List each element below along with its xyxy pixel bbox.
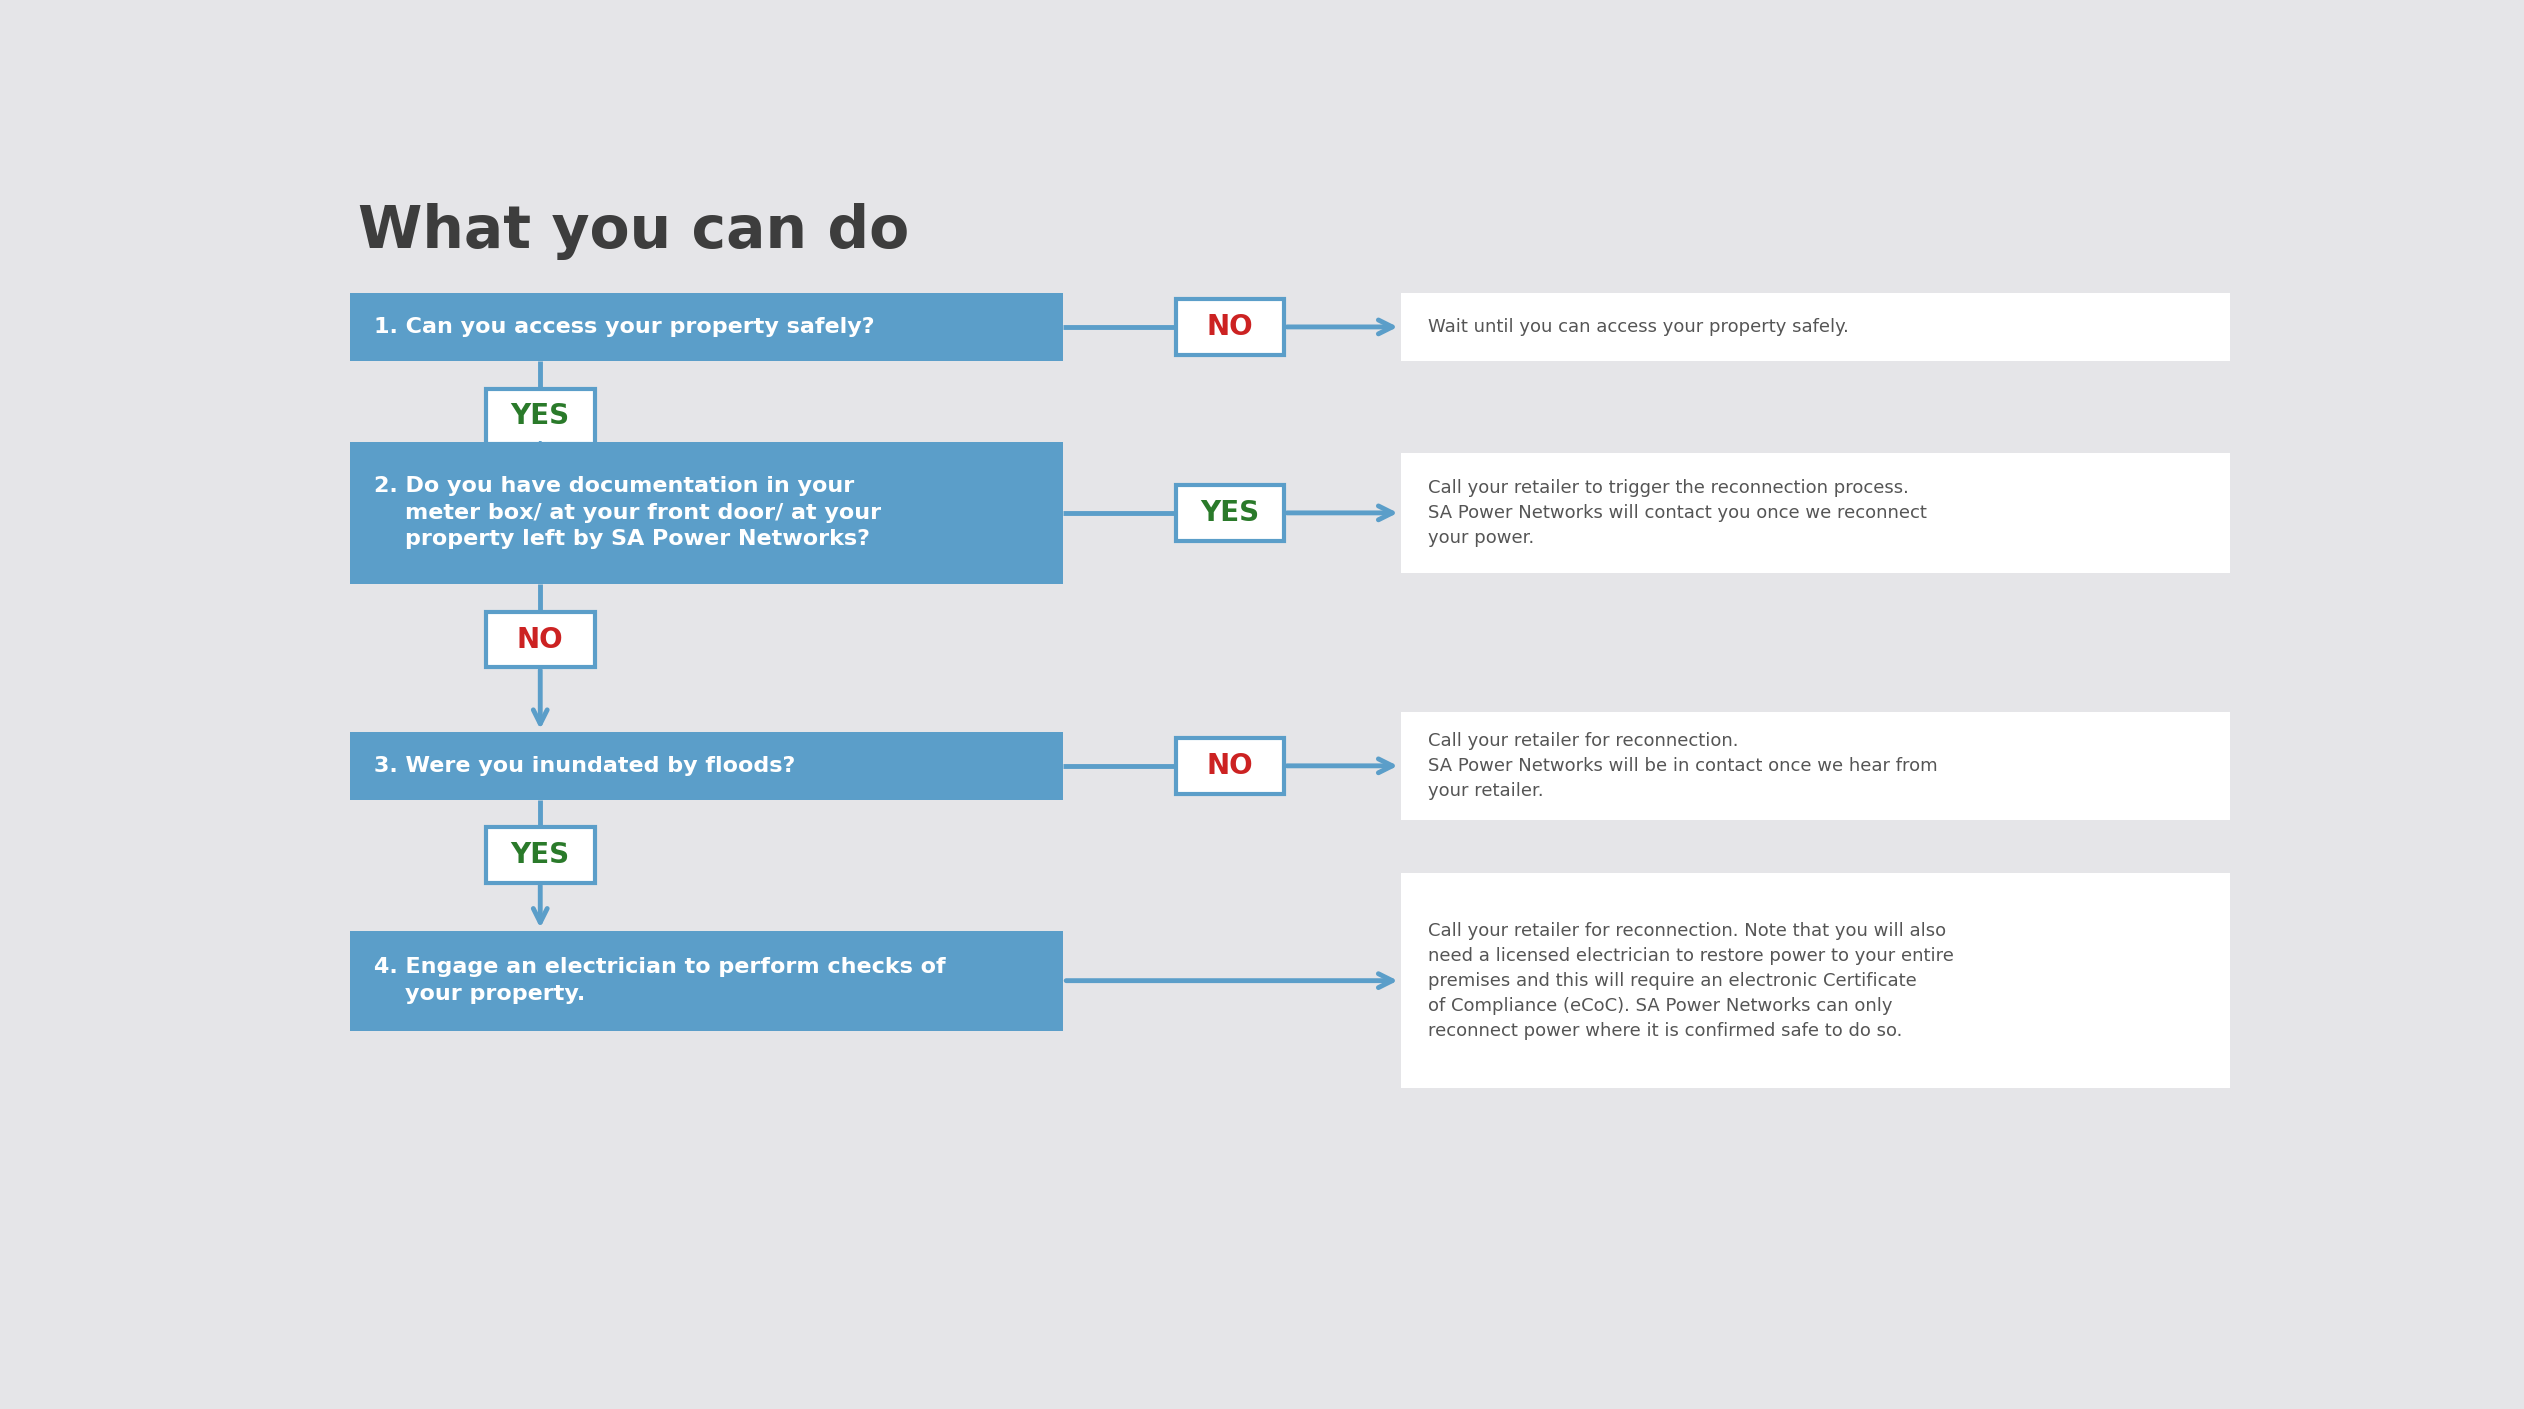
Text: NO: NO — [1206, 752, 1254, 779]
FancyBboxPatch shape — [351, 930, 1063, 1031]
Text: 3. Were you inundated by floods?: 3. Were you inundated by floods? — [374, 755, 795, 776]
Text: YES: YES — [510, 402, 570, 430]
Text: Call your retailer for reconnection.
SA Power Networks will be in contact once w: Call your retailer for reconnection. SA … — [1429, 731, 1938, 800]
Text: NO: NO — [1206, 313, 1254, 341]
Text: Wait until you can access your property safely.: Wait until you can access your property … — [1429, 318, 1848, 335]
Text: Call your retailer for reconnection. Note that you will also
need a licensed ele: Call your retailer for reconnection. Not… — [1429, 921, 1954, 1040]
FancyBboxPatch shape — [351, 293, 1063, 361]
FancyBboxPatch shape — [351, 441, 1063, 585]
FancyBboxPatch shape — [487, 389, 596, 444]
FancyBboxPatch shape — [1176, 738, 1285, 793]
FancyBboxPatch shape — [1401, 712, 2229, 820]
Text: NO: NO — [517, 626, 563, 654]
FancyBboxPatch shape — [487, 827, 596, 883]
FancyBboxPatch shape — [487, 612, 596, 668]
Text: Call your retailer to trigger the reconnection process.
SA Power Networks will c: Call your retailer to trigger the reconn… — [1429, 479, 1926, 547]
Text: 4. Engage an electrician to perform checks of
    your property.: 4. Engage an electrician to perform chec… — [374, 958, 946, 1003]
Text: 2. Do you have documentation in your
    meter box/ at your front door/ at your
: 2. Do you have documentation in your met… — [374, 476, 881, 550]
Text: 1. Can you access your property safely?: 1. Can you access your property safely? — [374, 317, 873, 337]
Text: YES: YES — [510, 841, 570, 869]
FancyBboxPatch shape — [1401, 293, 2229, 361]
FancyBboxPatch shape — [351, 731, 1063, 800]
FancyBboxPatch shape — [1401, 872, 2229, 1089]
Text: What you can do: What you can do — [358, 203, 909, 259]
FancyBboxPatch shape — [1176, 299, 1285, 355]
FancyBboxPatch shape — [1401, 454, 2229, 572]
Text: YES: YES — [1201, 499, 1259, 527]
FancyBboxPatch shape — [1176, 485, 1285, 541]
